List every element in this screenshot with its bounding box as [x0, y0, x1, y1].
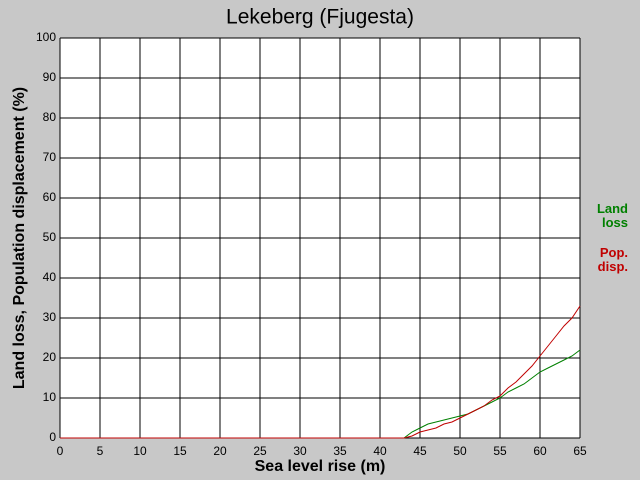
x-tick-label: 50 [453, 444, 467, 458]
x-tick-label: 55 [493, 444, 507, 458]
x-tick-label: 5 [97, 444, 104, 458]
y-tick-label: 40 [43, 270, 57, 284]
x-tick-label: 25 [253, 444, 267, 458]
x-tick-label: 20 [213, 444, 227, 458]
data-line [60, 305, 581, 439]
x-tick-label: 0 [57, 444, 64, 458]
x-tick-label: 60 [533, 444, 547, 458]
y-tick-label: 100 [36, 30, 56, 44]
y-tick-label: 30 [43, 310, 57, 324]
y-tick-label: 70 [43, 150, 57, 164]
legend-entry: Land loss [596, 201, 628, 230]
x-tick-label: 45 [413, 444, 427, 458]
x-tick-label: 35 [333, 444, 347, 458]
chart-title: Lekeberg (Fjugesta) [226, 6, 414, 29]
x-tick-label: 30 [293, 444, 307, 458]
x-tick-label: 65 [573, 444, 587, 458]
y-tick-label: 50 [43, 230, 57, 244]
y-tick-label: 60 [43, 190, 57, 204]
y-tick-label: 90 [43, 70, 57, 84]
x-tick-label: 15 [173, 444, 187, 458]
x-axis-label: Sea level rise (m) [255, 458, 386, 475]
legend-entry: Pop. disp. [597, 245, 628, 274]
y-tick-label: 80 [43, 110, 57, 124]
x-tick-label: 40 [373, 444, 387, 458]
y-tick-label: 0 [49, 430, 56, 444]
y-tick-label: 20 [43, 350, 57, 364]
y-axis-label: Land loss, Population displacement (%) [11, 87, 28, 389]
x-tick-label: 10 [133, 444, 147, 458]
y-tick-label: 10 [43, 390, 57, 404]
